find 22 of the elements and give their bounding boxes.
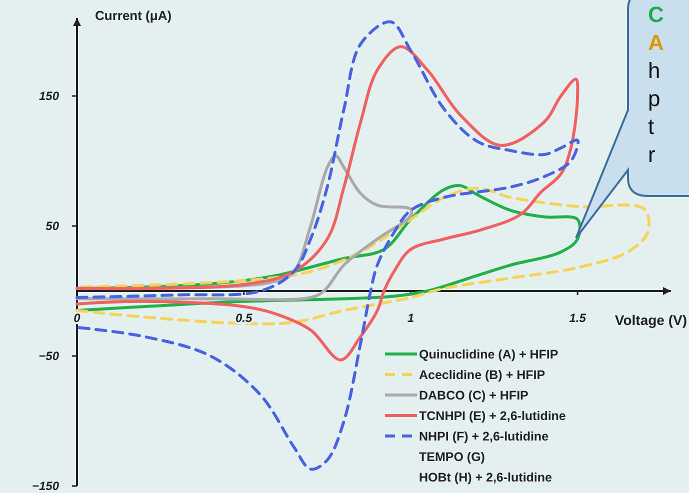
annotation: TEMPO (G) — [419, 450, 485, 464]
annotation: t — [648, 114, 654, 139]
y-axis-title: Current (μA) — [95, 8, 172, 23]
annotation: h — [648, 58, 660, 83]
annotation: p — [648, 86, 660, 111]
y-tick-label: −50 — [38, 349, 60, 363]
annotation: r — [648, 142, 656, 167]
x-axis-title: Voltage (V) — [614, 312, 687, 328]
annotation: C — [648, 2, 664, 27]
annotation: HOBt (H) + 2,6-lutidine — [419, 470, 552, 484]
legend-label: Quinuclidine (A) + HFIP — [419, 348, 558, 362]
annotation: A — [648, 30, 664, 55]
y-tick-label: 150 — [38, 89, 60, 103]
x-tick-label: 0.5 — [236, 311, 253, 325]
y-tick-label: 50 — [46, 219, 60, 233]
y-tick-label: −150 — [32, 479, 60, 493]
x-tick-label: 1.5 — [569, 311, 586, 325]
x-tick-label: 1 — [407, 311, 414, 325]
legend-label: TCNHPI (E) + 2,6-lutidine — [419, 409, 566, 423]
legend-label: NHPI (F) + 2,6-lutidine — [419, 430, 549, 444]
legend-label: Aceclidine (B) + HFIP — [419, 368, 546, 382]
legend-label: DABCO (C) + HFIP — [419, 388, 528, 402]
